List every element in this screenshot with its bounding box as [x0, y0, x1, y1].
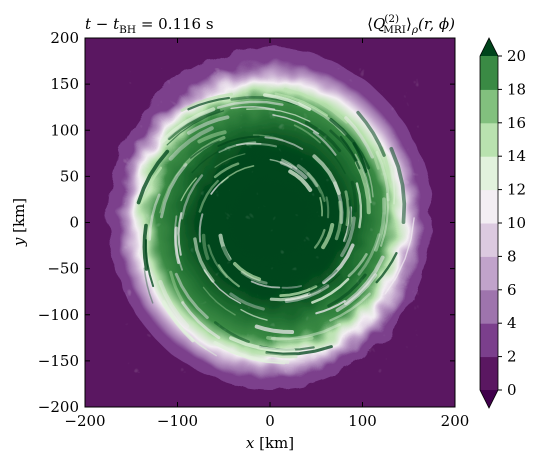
title-left: t − tBH = 0.116 s: [85, 15, 214, 36]
y-tick-label: 100: [50, 121, 79, 139]
colorbar-tick-label: 4: [507, 314, 517, 332]
colorbar-tick-label: 16: [507, 114, 526, 132]
title-right: ⟨Q(2) MRI⟩ρ(r, ϕ): [367, 13, 455, 36]
y-tick-label: 200: [50, 29, 79, 47]
colorbar-segment: [480, 256, 498, 291]
colorbar-segment: [480, 356, 498, 391]
x-tick-label: 0: [265, 412, 275, 430]
colorbar-tick-label: 20: [507, 47, 526, 65]
colorbar-segment: [480, 323, 498, 358]
colorbar-segment: [480, 189, 498, 224]
disk-layer: [108, 48, 432, 389]
colorbar-segment: [480, 156, 498, 191]
x-tick-label: 200: [441, 412, 470, 430]
y-tick-label: −150: [38, 352, 79, 370]
colorbar-tick-label: 0: [507, 381, 517, 399]
y-tick-label: −200: [38, 398, 79, 416]
colorbar-tick-label: 6: [507, 281, 517, 299]
colorbar-tick-label: 12: [507, 181, 526, 199]
colorbar-tick-label: 10: [507, 214, 526, 232]
colorbar-segment: [480, 223, 498, 257]
colorbar-extend-max: [480, 38, 498, 56]
y-tick-label: 50: [60, 167, 79, 185]
y-tick-label: 0: [69, 214, 79, 232]
x-tick-label: −200: [64, 412, 105, 430]
x-tick-label: −100: [157, 412, 198, 430]
x-tick-label: 100: [348, 412, 377, 430]
colorbar-tick-label: 18: [507, 80, 526, 98]
y-tick-label: −50: [47, 260, 79, 278]
plot-area: −200 −100 0 100 200 −200 −150 −100 −50 0 50 100 150…: [38, 29, 470, 430]
y-axis-ticks: −200 −150 −100 −50 0 50 100 150 200: [38, 29, 455, 416]
colorbar-tick-label: 2: [507, 348, 517, 366]
colorbar-extend-min: [480, 390, 498, 408]
colorbar-segment: [480, 56, 498, 90]
colorbar-tick-label: 8: [507, 247, 517, 265]
x-axis-label: x [km]: [246, 434, 294, 452]
colorbar-segment: [480, 289, 498, 324]
colorbar-segment: [480, 89, 498, 124]
colorbar-segment: [480, 122, 498, 157]
y-axis-label: y [km]: [10, 198, 28, 247]
colorbar: 0 2 4 6 8 10 12 14 16 18 20: [479, 37, 526, 409]
y-tick-label: 150: [50, 75, 79, 93]
x-axis-ticks: −200 −100 0 100 200: [64, 38, 469, 430]
y-tick-label: −100: [38, 306, 79, 324]
disk-speckle: [121, 68, 419, 373]
colorbar-tick-label: 14: [507, 147, 526, 165]
